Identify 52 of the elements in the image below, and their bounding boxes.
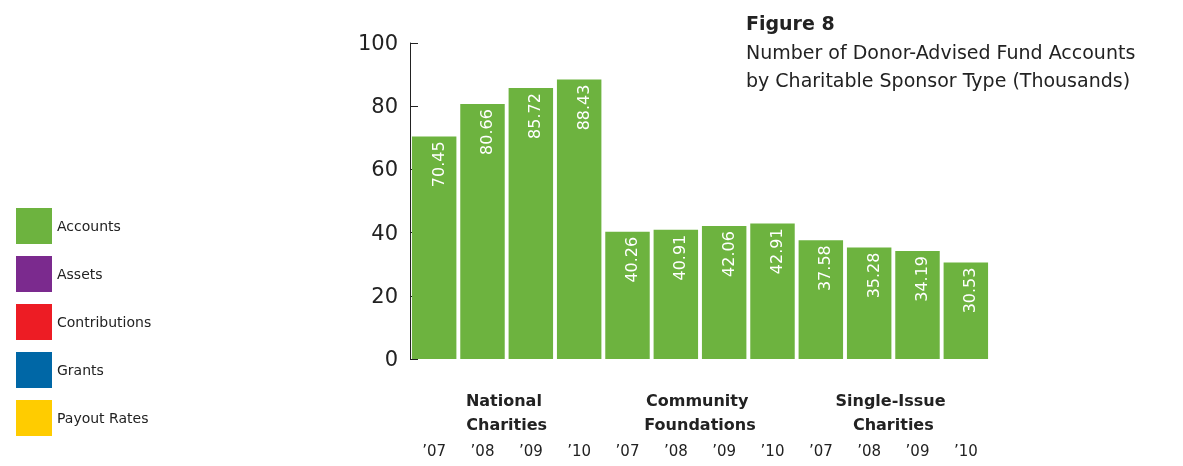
- text: Number of Donor-Advised Fund Accounts by Charitable Sponsor Type (Thousands): [746, 41, 1142, 91]
- y-tick-label: 100: [357, 31, 398, 55]
- category-label: Contributions: [57, 314, 152, 330]
- y-tick-label: 60: [371, 157, 398, 182]
- x-tick-label: ’10: [760, 441, 785, 460]
- x-tick-label: ’08: [470, 441, 495, 460]
- y-tick-label: 0: [384, 347, 398, 371]
- bar: [895, 250, 940, 359]
- y-tick-label: 80: [371, 94, 398, 119]
- x-tick-label: ’07: [808, 441, 833, 460]
- data-label: 88.43: [573, 84, 593, 131]
- bar: [653, 229, 699, 359]
- data-label: 34.19: [912, 255, 931, 302]
- data-label: 42.06: [718, 231, 738, 277]
- x-tick-label: ’08: [663, 441, 688, 460]
- x-tick-label: ’09: [712, 441, 737, 460]
- bar: [846, 247, 892, 359]
- bar: [411, 136, 457, 359]
- x-tick-label: ’09: [905, 441, 930, 460]
- text: Accounts: [57, 218, 121, 234]
- data-label: 70.45: [428, 141, 448, 188]
- x-tick-label: ’10: [953, 441, 978, 460]
- x-tick-label: ’10: [567, 441, 592, 460]
- text: National Charities: [465, 390, 548, 434]
- x-tick-label: ’09: [518, 441, 543, 460]
- bar: [750, 223, 795, 359]
- text: Community Foundations: [644, 390, 756, 434]
- y-tick-label: 20: [371, 283, 398, 308]
- data-label: 40.91: [670, 234, 690, 281]
- bar: [605, 231, 650, 359]
- x-tick-label: ’07: [422, 441, 447, 460]
- x-tick-label: ’08: [857, 441, 882, 460]
- bar: [798, 240, 844, 359]
- bar: [701, 226, 747, 359]
- bar: [943, 262, 989, 359]
- data-label: 42.91: [767, 228, 786, 275]
- x-tick-label: ’07: [615, 441, 640, 460]
- bar: [508, 88, 554, 359]
- data-label: 37.58: [815, 245, 835, 292]
- data-label: 30.53: [960, 267, 980, 314]
- data-label: 40.26: [622, 236, 641, 283]
- bar: [556, 79, 602, 359]
- bar: [460, 104, 505, 359]
- chart-title: Figure 8: [746, 11, 835, 34]
- data-label: 85.72: [525, 93, 545, 139]
- text: Single-Issue Charities: [835, 390, 952, 434]
- data-label: 35.28: [863, 252, 883, 299]
- category-label: Grants: [57, 362, 104, 378]
- category-label: Assets: [57, 266, 103, 282]
- y-tick-label: 40: [371, 220, 398, 245]
- data-label: 80.66: [477, 109, 496, 155]
- category-label: Payout Rates: [57, 410, 149, 426]
